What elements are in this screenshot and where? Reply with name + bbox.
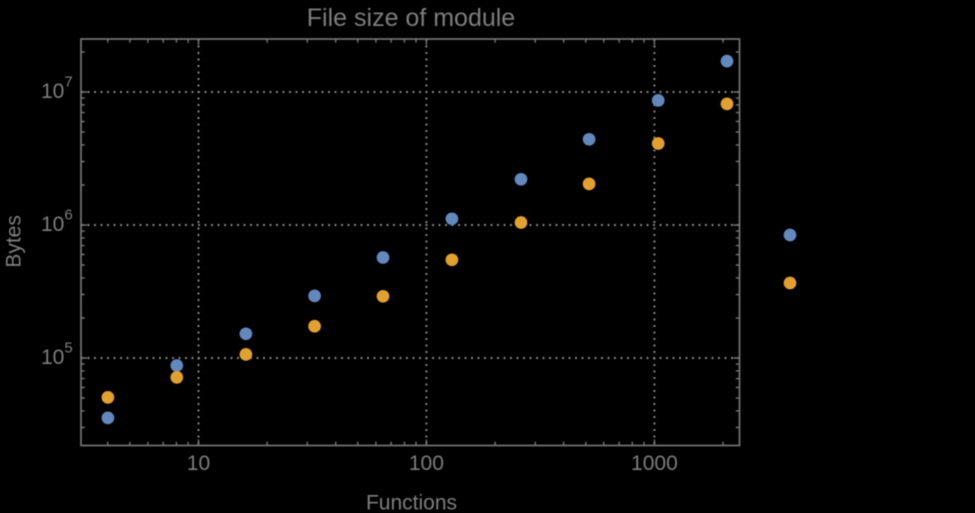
- svg-text:10: 10: [187, 452, 210, 475]
- svg-text:1000: 1000: [631, 452, 678, 475]
- svg-text:100: 100: [409, 452, 444, 475]
- svg-text:File size of module: File size of module: [307, 4, 515, 32]
- svg-text:Functions: Functions: [366, 492, 457, 513]
- svg-text:Bytes: Bytes: [3, 215, 26, 268]
